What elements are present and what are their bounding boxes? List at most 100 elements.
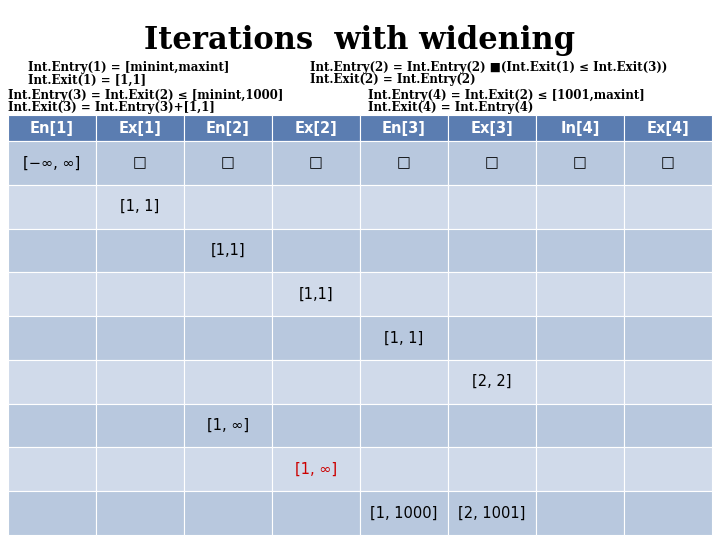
Text: Int.Exit(2) = Int.Entry(2): Int.Exit(2) = Int.Entry(2) [310, 73, 476, 86]
Bar [360, 360, 448, 404]
Bar [624, 141, 712, 185]
Bar [624, 360, 712, 404]
Bar [272, 141, 360, 185]
Bar [536, 360, 624, 404]
Text: [2, 2]: [2, 2] [472, 374, 512, 389]
Bar [184, 228, 272, 272]
Bar [8, 404, 96, 448]
Bar [96, 448, 184, 491]
Bar [272, 272, 360, 316]
Bar [184, 272, 272, 316]
Text: □: □ [309, 156, 323, 171]
Bar [184, 141, 272, 185]
Text: [1, 1000]: [1, 1000] [370, 505, 438, 521]
Bar [360, 141, 448, 185]
Bar [360, 228, 448, 272]
Bar [184, 491, 272, 535]
Bar [96, 185, 184, 228]
Bar [624, 448, 712, 491]
Bar [536, 491, 624, 535]
Bar [184, 360, 272, 404]
Bar [360, 404, 448, 448]
Bar [360, 185, 448, 228]
Bar [96, 491, 184, 535]
Bar [624, 228, 712, 272]
Text: Ex[1]: Ex[1] [119, 120, 161, 136]
Text: □: □ [485, 156, 499, 171]
Bar [360, 272, 448, 316]
Text: Int.Entry(3) = Int.Exit(2) ≤ [minint,1000]: Int.Entry(3) = Int.Exit(2) ≤ [minint,100… [8, 89, 284, 102]
Bar [448, 404, 536, 448]
Text: Ex[2]: Ex[2] [294, 120, 338, 136]
Text: [1, ∞]: [1, ∞] [207, 418, 249, 433]
Bar [536, 115, 624, 141]
Bar [184, 316, 272, 360]
Text: Int.Entry(1) = [minint,maxint]: Int.Entry(1) = [minint,maxint] [28, 62, 230, 75]
Bar [536, 448, 624, 491]
Bar [272, 115, 360, 141]
Bar [536, 141, 624, 185]
Text: [1,1]: [1,1] [211, 243, 246, 258]
Bar [8, 448, 96, 491]
Bar [448, 360, 536, 404]
Bar [8, 491, 96, 535]
Bar [360, 316, 448, 360]
Text: Iterations  with widening: Iterations with widening [145, 24, 575, 56]
Bar [536, 228, 624, 272]
Bar [272, 448, 360, 491]
Bar [624, 491, 712, 535]
Text: Int.Entry(2) = Int.Entry(2) ■(Int.Exit(1) ≤ Int.Exit(3)): Int.Entry(2) = Int.Entry(2) ■(Int.Exit(1… [310, 62, 667, 75]
Text: En[1]: En[1] [30, 120, 74, 136]
Text: [1, 1]: [1, 1] [384, 330, 423, 346]
Bar [448, 448, 536, 491]
Text: Int.Exit(1) = [1,1]: Int.Exit(1) = [1,1] [28, 73, 146, 86]
Bar [8, 185, 96, 228]
Text: [2, 1001]: [2, 1001] [459, 505, 526, 521]
Text: Int.Exit(3) = Int.Entry(3)+[1,1]: Int.Exit(3) = Int.Entry(3)+[1,1] [8, 100, 215, 113]
Bar [272, 316, 360, 360]
Bar [184, 448, 272, 491]
Bar [448, 115, 536, 141]
Bar [624, 115, 712, 141]
Bar [360, 491, 448, 535]
Text: En[3]: En[3] [382, 120, 426, 136]
Bar [448, 141, 536, 185]
Bar [8, 141, 96, 185]
Bar [184, 185, 272, 228]
Bar [536, 185, 624, 228]
Text: Int.Entry(4) = Int.Exit(2) ≤ [1001,maxint]: Int.Entry(4) = Int.Exit(2) ≤ [1001,maxin… [368, 89, 644, 102]
Bar [8, 316, 96, 360]
Text: [1, ∞]: [1, ∞] [295, 462, 337, 477]
Text: [1,1]: [1,1] [299, 287, 333, 302]
Text: En[2]: En[2] [206, 120, 250, 136]
Bar [360, 448, 448, 491]
Text: [1, 1]: [1, 1] [120, 199, 160, 214]
Bar [96, 404, 184, 448]
Text: Ex[3]: Ex[3] [471, 120, 513, 136]
Bar [624, 272, 712, 316]
Bar [272, 228, 360, 272]
Bar [96, 272, 184, 316]
Bar [624, 404, 712, 448]
Bar [536, 316, 624, 360]
Bar [624, 185, 712, 228]
Bar [96, 316, 184, 360]
Bar [360, 115, 448, 141]
Text: [−∞, ∞]: [−∞, ∞] [23, 156, 81, 171]
Text: □: □ [133, 156, 147, 171]
Bar [8, 228, 96, 272]
Bar [96, 228, 184, 272]
Bar [8, 360, 96, 404]
Bar [448, 272, 536, 316]
Text: □: □ [221, 156, 235, 171]
Bar [272, 491, 360, 535]
Bar [272, 185, 360, 228]
Bar [96, 360, 184, 404]
Text: □: □ [661, 156, 675, 171]
Bar [8, 272, 96, 316]
Bar [8, 115, 96, 141]
Text: □: □ [397, 156, 411, 171]
Bar [272, 360, 360, 404]
Bar [96, 141, 184, 185]
Bar [184, 115, 272, 141]
